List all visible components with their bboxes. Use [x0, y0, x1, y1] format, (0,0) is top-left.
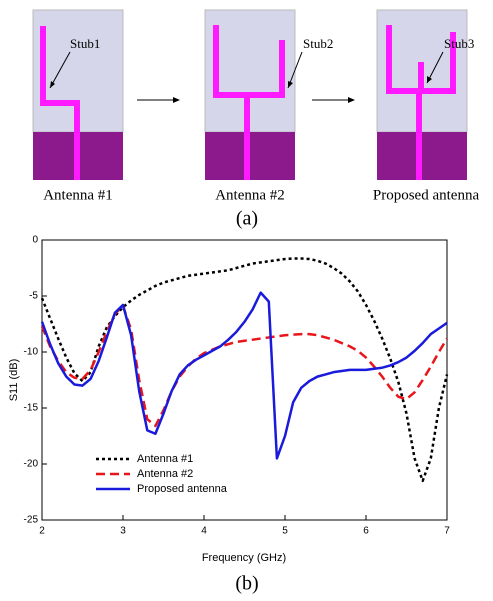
y-tick-label: -5: [29, 291, 38, 302]
antenna-label: Antenna #1: [43, 187, 113, 203]
series-line: [42, 258, 447, 480]
figure: Stub1 Stub2 Stub3 Antenna #1 Antenna #2 …: [0, 0, 493, 601]
y-tick-label: 0: [32, 235, 38, 246]
arrow: [312, 97, 355, 103]
arrow: [137, 97, 180, 103]
y-tick-label: -15: [24, 403, 39, 414]
legend-label: Antenna #2: [137, 468, 193, 480]
legend-label: Proposed antenna: [137, 483, 228, 495]
series-line: [42, 293, 447, 459]
y-tick-label: -20: [24, 459, 39, 470]
x-tick-label: 3: [120, 526, 126, 537]
y-tick-label: -10: [24, 347, 39, 358]
antenna-label: Proposed antenna: [373, 187, 480, 203]
plot-frame: [42, 240, 447, 520]
x-tick-label: 2: [39, 526, 45, 537]
panel-label: (b): [235, 573, 258, 595]
antenna-diagram: [205, 10, 302, 180]
x-tick-label: 6: [363, 526, 369, 537]
plot: 2 3 4 5 6 7 -25 -20 -15 -10 -5 0 Antenna #1 Antenna #…: [24, 235, 451, 537]
stub-label: Stub2: [303, 36, 333, 51]
panel-label: (a): [236, 208, 258, 230]
legend-label: Antenna #1: [137, 453, 193, 465]
y-tick-label: -25: [24, 515, 39, 526]
x-tick-label: 7: [444, 526, 450, 537]
stub-label: Stub3: [444, 36, 474, 51]
antenna-label: Antenna #2: [215, 187, 285, 203]
y-axis-label: S11 (dB): [8, 359, 20, 402]
x-tick-label: 4: [201, 526, 207, 537]
x-axis-label: Frequency (GHz): [202, 552, 286, 564]
stub-label: Stub1: [70, 36, 100, 51]
x-tick-label: 5: [282, 526, 288, 537]
